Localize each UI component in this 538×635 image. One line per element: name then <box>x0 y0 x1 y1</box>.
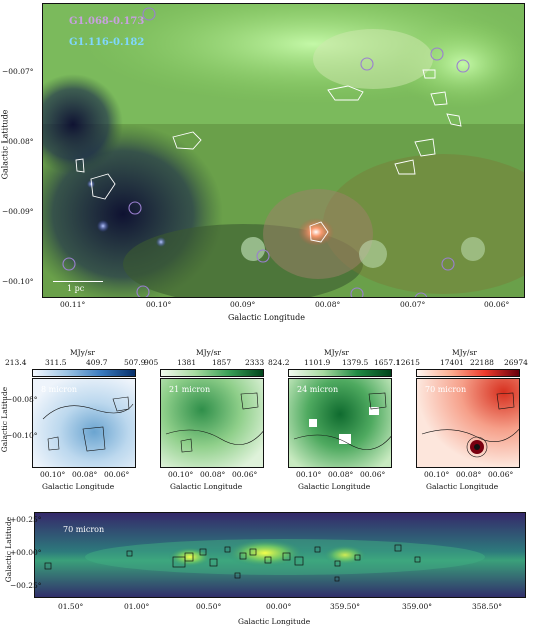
p4-xtick-2: 00.08° <box>456 470 482 479</box>
p1-xlabel: Galactic Longitude <box>42 482 115 491</box>
p3-band: 24 micron <box>297 385 339 394</box>
p1-band: 8 micron <box>41 385 78 394</box>
p2-xtick-3: 00.06° <box>232 470 258 479</box>
small-ylabel: Galactic Latitude <box>0 386 10 453</box>
main-xtick-3: 00.09° <box>230 300 256 309</box>
source-label-1: G1.068-0.173 <box>69 16 145 27</box>
p3-cb-tick-2: 1101.9 <box>304 358 331 367</box>
p3-xtick-2: 00.08° <box>328 470 354 479</box>
main-xtick-4: 00.08° <box>315 300 341 309</box>
p2-unit: MJy/sr <box>196 348 221 357</box>
p4-cb-tick-1: 12615 <box>396 358 420 367</box>
bottom-xtick-1: 01.50° <box>58 602 84 611</box>
p4-xtick-3: 00.06° <box>488 470 514 479</box>
bottom-xtick-5: 359.50° <box>330 602 360 611</box>
p2-xtick-1: 00.10° <box>168 470 194 479</box>
bottom-xlabel: Galactic Longitude <box>238 617 311 626</box>
p2-cb-tick-1: 905 <box>144 358 159 367</box>
p3-image: 24 micron <box>288 378 392 468</box>
p3-cb-tick-3: 1379.5 <box>342 358 369 367</box>
scalebar <box>53 281 103 282</box>
p4-colorbar <box>416 369 520 377</box>
main-xtick-6: 00.06° <box>484 300 510 309</box>
p4-unit: MJy/sr <box>452 348 477 357</box>
bottom-xtick-4: 00.00° <box>266 602 292 611</box>
p1-image: 8 micron <box>32 378 136 468</box>
p3-cb-tick-4: 1657.1 <box>374 358 401 367</box>
bottom-xtick-2: 01.00° <box>124 602 150 611</box>
bottom-xtick-6: 359.00° <box>402 602 432 611</box>
source-label-2: G1.116-0.182 <box>69 37 145 48</box>
main-xtick-5: 00.07° <box>400 300 426 309</box>
p1-cb-tick-3: 409.7 <box>86 358 108 367</box>
main-ytick-3: −00.09° <box>2 207 34 216</box>
p3-colorbar <box>288 369 392 377</box>
main-ytick-4: −00.10° <box>2 277 34 286</box>
bottom-ytick-1: +00.25° <box>10 515 42 524</box>
p2-xtick-2: 00.08° <box>200 470 226 479</box>
p2-band: 21 micron <box>169 385 211 394</box>
bottom-ytick-2: +00.00° <box>10 548 42 557</box>
p2-xlabel: Galactic Longitude <box>170 482 243 491</box>
p2-image: 21 micron <box>160 378 264 468</box>
bottom-xtick-3: 00.50° <box>196 602 222 611</box>
bottom-ytick-3: −00.25° <box>10 581 42 590</box>
p1-xtick-3: 00.06° <box>104 470 130 479</box>
p4-cb-tick-3: 22188 <box>470 358 494 367</box>
main-ytick-1: −00.07° <box>2 67 34 76</box>
p4-cb-tick-4: 26974 <box>504 358 528 367</box>
bottom-band: 70 micron <box>63 525 105 534</box>
p2-cb-tick-3: 1857 <box>212 358 232 367</box>
p2-cb-tick-2: 1381 <box>177 358 197 367</box>
p1-ytick-1: −00.08° <box>6 395 38 404</box>
p3-xtick-3: 00.06° <box>360 470 386 479</box>
main-ylabel: Galactic Latitude <box>0 109 10 180</box>
p4-xlabel: Galactic Longitude <box>426 482 499 491</box>
p3-xlabel: Galactic Longitude <box>298 482 371 491</box>
p1-ytick-2: −00.10° <box>6 431 38 440</box>
p1-colorbar <box>32 369 136 377</box>
p4-xtick-1: 00.10° <box>424 470 450 479</box>
p1-xtick-1: 00.10° <box>40 470 66 479</box>
bottom-ylabel: Galactic Latitude <box>4 516 14 583</box>
p3-xtick-1: 00.10° <box>296 470 322 479</box>
p2-colorbar <box>160 369 264 377</box>
p2-cb-tick-4: 2333 <box>245 358 265 367</box>
p4-cb-tick-2: 17401 <box>440 358 464 367</box>
scalebar-label: 1 pc <box>67 284 85 293</box>
p1-cb-tick-4: 507.9 <box>124 358 146 367</box>
bottom-xtick-7: 358.50° <box>472 602 502 611</box>
main-image-canvas <box>43 4 524 297</box>
main-xlabel: Galactic Longitude <box>228 313 305 322</box>
main-xtick-1: 00.11° <box>60 300 86 309</box>
p3-cb-tick-1: 824.2 <box>268 358 290 367</box>
main-ytick-2: −00.08° <box>2 137 34 146</box>
main-xtick-2: 00.10° <box>146 300 172 309</box>
p1-cb-tick-2: 311.5 <box>45 358 67 367</box>
p1-xtick-2: 00.08° <box>72 470 98 479</box>
p4-band: 70 micron <box>425 385 467 394</box>
p4-image: 70 micron <box>416 378 520 468</box>
p1-unit: MJy/sr <box>70 348 95 357</box>
bottom-image: 70 micron <box>34 512 526 598</box>
p3-unit: MJy/sr <box>324 348 349 357</box>
p1-cb-tick-1: 213.4 <box>5 358 27 367</box>
main-rgb-image: G1.068-0.173 G1.116-0.182 1 pc <box>42 3 525 298</box>
